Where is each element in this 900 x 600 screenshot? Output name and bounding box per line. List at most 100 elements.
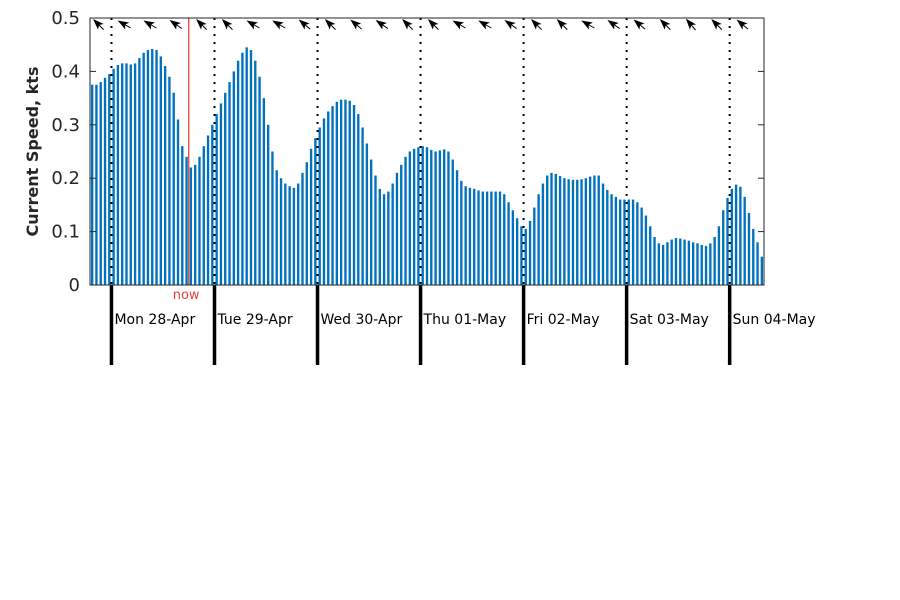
arrow-shaft [638, 23, 646, 30]
day-label: Tue 29-Apr [216, 312, 292, 328]
bar [546, 175, 549, 285]
bar [421, 146, 424, 285]
bar [653, 236, 656, 285]
direction-arrows [93, 18, 749, 31]
direction-arrow [93, 19, 105, 31]
bar [108, 74, 111, 285]
bar [644, 215, 648, 285]
bar [511, 210, 515, 285]
bar [116, 64, 120, 286]
bar [357, 114, 360, 286]
day-separators [109, 18, 732, 365]
arrow-shaft [509, 23, 517, 29]
y-tick-label: 0.1 [51, 222, 80, 243]
arrow-shaft [458, 23, 466, 29]
day-label: Sat 03-May [630, 312, 709, 328]
bar [322, 118, 326, 285]
now-marker: now [173, 18, 200, 303]
bar [292, 187, 296, 285]
arrow-shaft [174, 23, 183, 29]
direction-arrow [246, 20, 260, 30]
bar [129, 64, 132, 286]
bar [550, 172, 553, 285]
day-label: Mon 28-Apr [114, 312, 195, 328]
arrow-shaft [690, 23, 696, 31]
bar [743, 196, 746, 285]
y-tick-label: 0.4 [51, 61, 80, 82]
bar [159, 56, 163, 286]
bar [691, 242, 695, 285]
arrow-head [246, 20, 259, 30]
bar [224, 92, 227, 285]
bar [417, 147, 420, 285]
bar [189, 167, 193, 285]
direction-arrow [633, 19, 646, 30]
bar [601, 183, 605, 285]
arrow-shaft [329, 23, 336, 31]
bar [537, 194, 540, 285]
arrow-shaft [406, 23, 414, 31]
bar [558, 176, 562, 285]
bar [507, 202, 510, 285]
bar [640, 207, 643, 285]
direction-arrow [504, 19, 517, 30]
bar [232, 71, 235, 286]
bar [194, 164, 197, 285]
bar [498, 191, 502, 285]
arrow-head [452, 20, 465, 30]
y-axis-label: Current Speed, kts [23, 67, 42, 237]
bar [717, 226, 721, 285]
bar [176, 119, 180, 286]
bar [747, 212, 751, 285]
bar [460, 180, 463, 285]
bar [752, 228, 755, 285]
bar [241, 52, 244, 286]
bar [301, 172, 304, 285]
direction-arrow [221, 19, 233, 31]
bar [434, 151, 437, 285]
bar [151, 48, 154, 285]
direction-arrow [427, 19, 439, 31]
bar [704, 246, 708, 285]
bar [670, 239, 673, 285]
bar [674, 238, 678, 285]
arrow-shaft [561, 23, 568, 31]
direction-arrow [556, 19, 568, 31]
bar [331, 106, 334, 285]
bar [404, 156, 407, 285]
bar [490, 191, 493, 285]
bar [400, 164, 403, 285]
direction-arrow [530, 19, 542, 31]
bar [382, 194, 386, 285]
bar [438, 150, 442, 285]
arrow-shaft [484, 23, 492, 29]
bar [533, 207, 536, 285]
bar [374, 175, 377, 285]
bar [279, 178, 283, 285]
bar [266, 124, 270, 285]
y-axis-ticks: 0 0.1 0.2 0.3 0.4 0.5 [51, 8, 764, 296]
arrow-shaft [664, 23, 671, 31]
bar-series [90, 47, 764, 286]
bar [722, 210, 725, 285]
direction-arrow [375, 19, 389, 30]
bar [254, 60, 257, 285]
day-label: Thu 01-May [423, 312, 507, 328]
bar [541, 183, 545, 285]
arrow-head [117, 20, 130, 30]
arrow-head [375, 19, 387, 30]
bar [520, 226, 523, 285]
bar [554, 173, 557, 285]
bar [344, 99, 347, 285]
plot-frame [89, 17, 765, 286]
bar [588, 176, 592, 285]
bar [133, 63, 137, 285]
y-tick-label: 0.2 [51, 168, 80, 189]
bar [442, 149, 446, 285]
bar [687, 240, 691, 285]
arrow-shaft [432, 23, 439, 31]
direction-arrow [143, 20, 157, 30]
bar [408, 151, 412, 285]
bar [455, 170, 459, 285]
